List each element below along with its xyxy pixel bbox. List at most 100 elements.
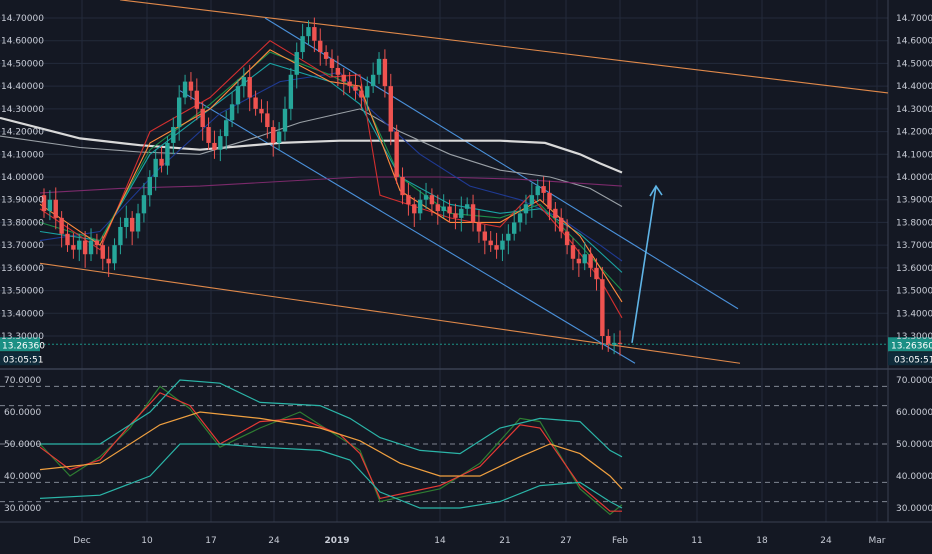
price-tick-label-right: 14.60000 <box>896 37 932 47</box>
current-price-tag-left <box>0 337 40 352</box>
candle-body <box>235 86 241 105</box>
channel-trendline[interactable] <box>179 90 636 364</box>
candle-body <box>606 336 611 346</box>
moving-average-line <box>39 176 623 194</box>
price-tick-label-right: 13.50000 <box>896 287 932 297</box>
indicator-tick-label-right: 70.0000 <box>896 376 932 386</box>
channel-trendline[interactable] <box>39 262 741 364</box>
candlesticks <box>41 17 623 356</box>
indicator-lines <box>39 379 623 516</box>
candle-body <box>553 208 558 218</box>
price-tick-label-right: 14.70000 <box>896 14 932 24</box>
time-tick-label: 14 <box>434 536 446 546</box>
price-tick-label-right: 13.30000 <box>896 332 932 342</box>
time-tick-label: 11 <box>691 536 702 546</box>
price-tick-label-left: 13.90000 <box>1 196 44 206</box>
candle-body <box>229 104 235 121</box>
time-tick-label: Dec <box>73 536 90 546</box>
price-tick-label-left: 13.40000 <box>1 309 44 319</box>
price-tick-label-left: 14.60000 <box>1 37 44 47</box>
candle-body <box>59 217 64 234</box>
moving-averages <box>0 40 623 319</box>
moving-average-line <box>0 108 623 207</box>
price-tick-label-left: 13.30000 <box>1 332 44 342</box>
candle-body <box>459 208 464 218</box>
indicator-tick-label-left: 30.0000 <box>4 504 41 514</box>
candle-body <box>353 86 358 91</box>
candle-body <box>482 231 488 241</box>
countdown-label-left: 03:05:51 <box>3 355 43 365</box>
time-tick-label: 18 <box>756 536 768 546</box>
candle-body <box>176 97 182 128</box>
countdown-label-right: 03:05:51 <box>894 355 932 365</box>
time-tick-label: 2019 <box>324 536 349 546</box>
candle-body <box>182 81 188 98</box>
price-tick-label-left: 14.00000 <box>1 173 44 183</box>
candle-body <box>417 199 423 214</box>
candle-body <box>453 213 458 218</box>
candle-body <box>218 136 223 150</box>
candle-body <box>400 177 405 196</box>
moving-average-line <box>39 49 623 303</box>
candle-body <box>547 192 552 209</box>
candle-body <box>617 342 623 345</box>
candle-body <box>88 240 94 255</box>
price-tick-label-left: 14.10000 <box>1 150 44 160</box>
indicator-tick-label-right: 40.0000 <box>896 472 932 482</box>
candle-body <box>447 206 452 214</box>
candle-body <box>529 195 535 205</box>
moving-average-line <box>39 62 623 273</box>
candle-body <box>512 222 517 234</box>
price-tick-label-left: 14.50000 <box>1 59 44 69</box>
projection-arrowhead <box>649 184 663 197</box>
candle-body <box>294 52 299 75</box>
indicator-tick-label-left: 50.0000 <box>4 440 41 450</box>
candle-body <box>388 86 393 132</box>
indicator-tick-label-right: 50.0000 <box>896 440 932 450</box>
candle-body <box>541 186 546 193</box>
candle-body <box>188 81 194 91</box>
candle-body <box>429 195 435 205</box>
price-tick-label-right: 13.90000 <box>896 196 932 206</box>
overlays <box>0 184 888 345</box>
indicator-line <box>39 392 622 512</box>
candle-body <box>194 90 200 109</box>
channel-trendline[interactable] <box>264 17 739 310</box>
candle-body <box>77 240 82 250</box>
price-tick-label-left: 14.40000 <box>1 82 44 92</box>
grid-lines <box>0 0 932 523</box>
time-tick-label: 27 <box>560 536 571 546</box>
candle-body <box>435 204 440 212</box>
time-tick-label: 24 <box>268 536 280 546</box>
indicator-tick-label-left: 60.0000 <box>4 408 41 418</box>
candle-body <box>276 131 282 143</box>
price-tick-label-right: 14.40000 <box>896 82 932 92</box>
candle-body <box>241 77 247 87</box>
candle-body <box>318 40 323 53</box>
candle-body <box>112 245 117 264</box>
candle-body <box>470 204 476 223</box>
candle-body <box>611 342 617 346</box>
candle-body <box>53 199 58 218</box>
candle-body <box>141 195 147 214</box>
candle-body <box>165 142 170 166</box>
candle-body <box>224 120 229 137</box>
candle-body <box>500 240 505 250</box>
candle-body <box>253 97 258 109</box>
candle-body <box>65 233 70 246</box>
price-tick-label-left: 13.50000 <box>1 287 44 297</box>
candle-body <box>506 233 511 241</box>
candle-body <box>341 74 346 82</box>
projection-arrow[interactable] <box>631 185 657 343</box>
candle-body <box>582 254 587 264</box>
countdown-tag-left <box>0 352 40 366</box>
candle-body <box>212 142 217 150</box>
candle-body <box>412 204 417 214</box>
trendlines <box>39 0 889 364</box>
candle-body <box>559 217 564 232</box>
channel-trendline[interactable] <box>119 0 889 94</box>
price-tick-label-left: 14.30000 <box>1 105 44 115</box>
